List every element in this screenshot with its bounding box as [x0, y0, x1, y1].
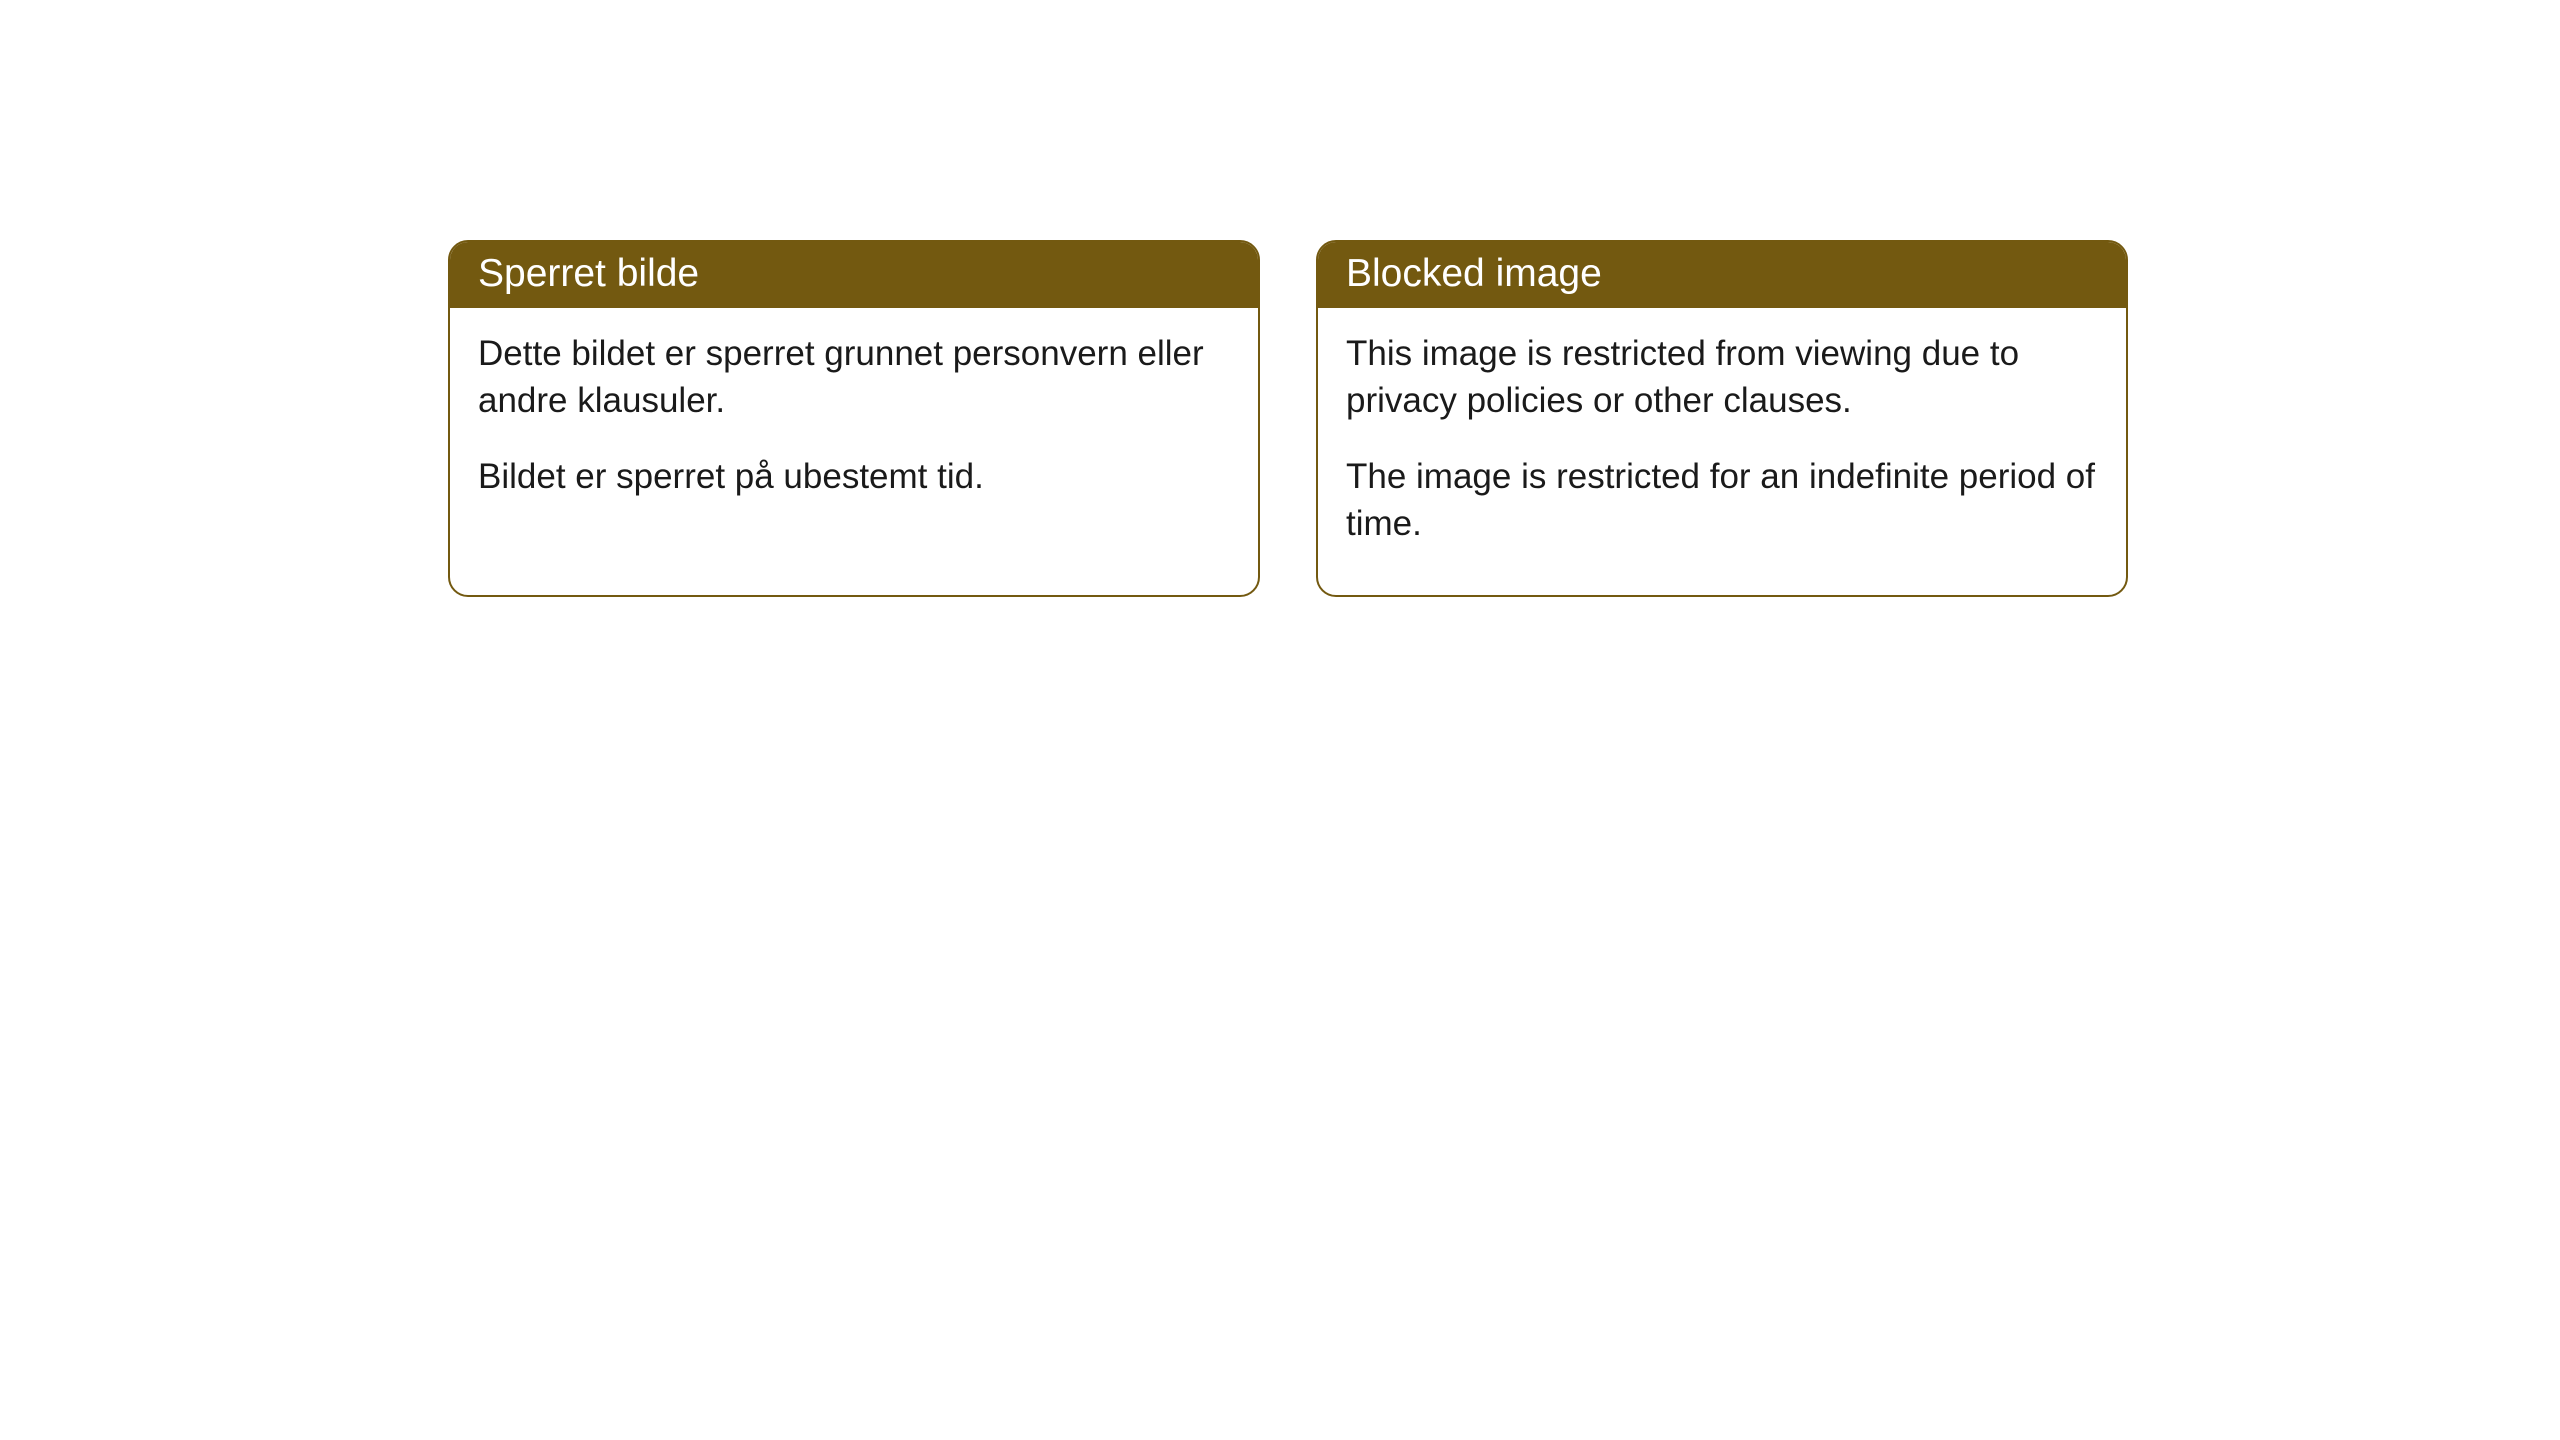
card-body: Dette bildet er sperret grunnet personve…	[450, 308, 1258, 548]
card-title: Sperret bilde	[478, 252, 699, 295]
card-header: Sperret bilde	[450, 242, 1258, 308]
notice-card-english: Blocked image This image is restricted f…	[1316, 240, 2128, 597]
notice-card-norwegian: Sperret bilde Dette bildet er sperret gr…	[448, 240, 1260, 597]
card-paragraph: The image is restricted for an indefinit…	[1346, 453, 2098, 548]
card-paragraph: Bildet er sperret på ubestemt tid.	[478, 453, 1230, 500]
card-paragraph: This image is restricted from viewing du…	[1346, 330, 2098, 425]
card-paragraph: Dette bildet er sperret grunnet personve…	[478, 330, 1230, 425]
card-body: This image is restricted from viewing du…	[1318, 308, 2126, 595]
notice-container: Sperret bilde Dette bildet er sperret gr…	[448, 240, 2128, 597]
card-title: Blocked image	[1346, 252, 1602, 295]
card-header: Blocked image	[1318, 242, 2126, 308]
